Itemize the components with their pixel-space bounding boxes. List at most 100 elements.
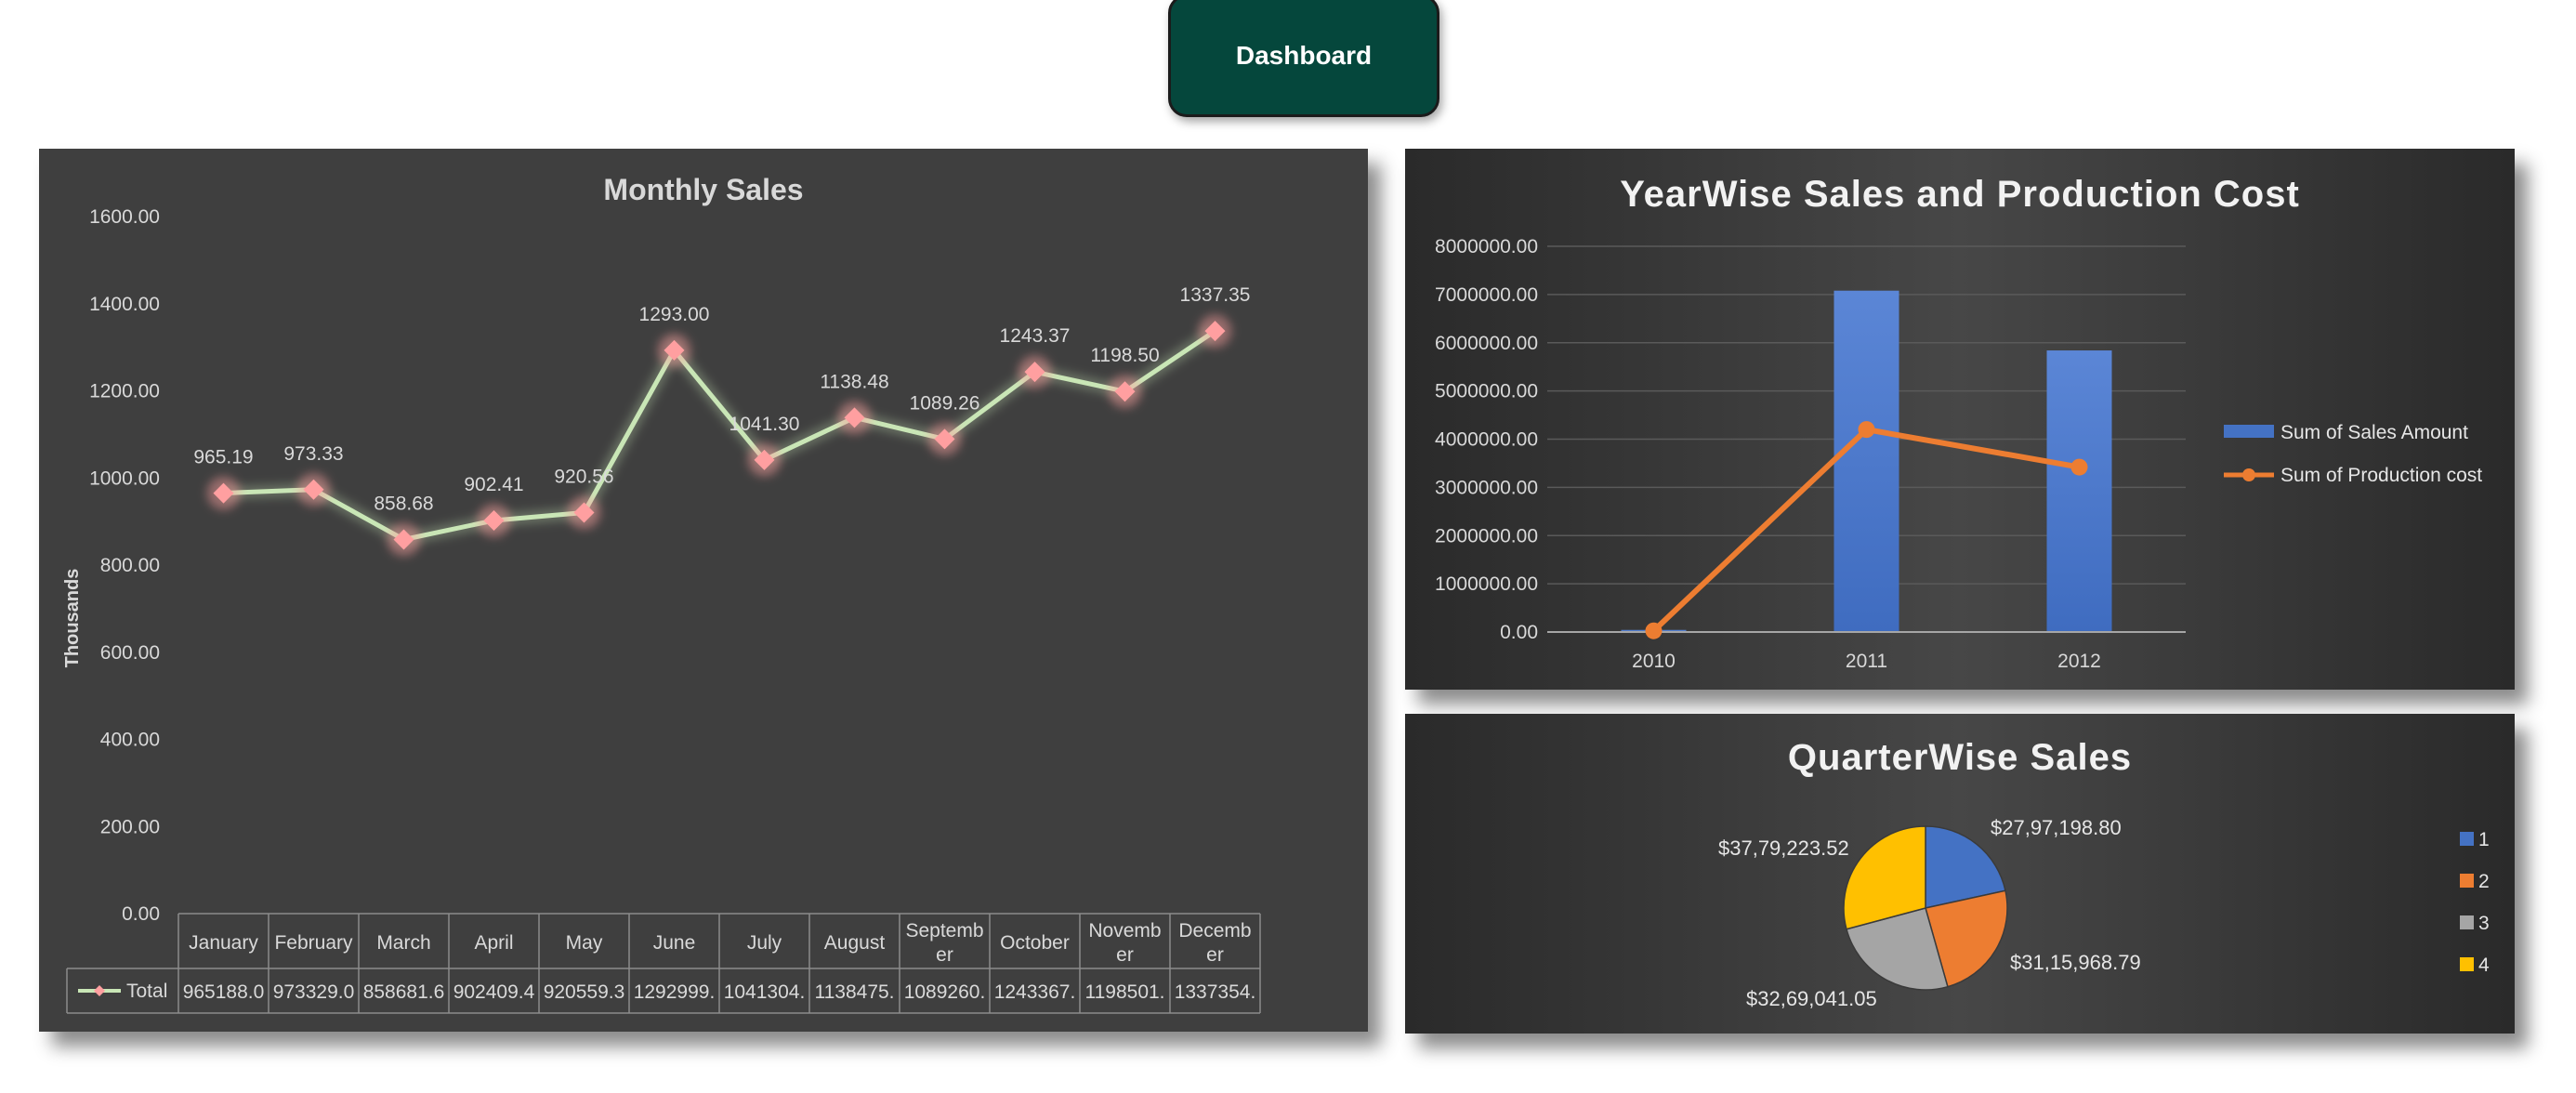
y-tick-label: 1000000.00 <box>1435 573 1538 595</box>
table-value: 973329.0 <box>273 981 355 1003</box>
data-label: 1041.30 <box>729 414 800 435</box>
x-category-label: January <box>189 932 258 954</box>
x-category-label: October <box>1000 932 1070 954</box>
data-point <box>934 428 955 450</box>
chart-title: YearWise Sales and Production Cost <box>1620 174 2300 215</box>
data-point <box>1204 321 1226 342</box>
pie-data-label: $37,79,223.52 <box>1718 836 1849 860</box>
y-tick-label: 1000.00 <box>89 467 160 489</box>
y-tick-label: 1400.00 <box>89 294 160 315</box>
pie-slice <box>1925 889 2008 988</box>
y-tick-label: 5000000.00 <box>1435 381 1538 402</box>
x-tick-label: 2011 <box>1846 651 1887 672</box>
legend-key <box>2460 915 2474 929</box>
series-line-glow <box>223 325 1219 546</box>
data-point <box>1114 381 1136 402</box>
x-category-label: March <box>376 932 430 954</box>
x-category-label: Decemb er <box>1178 920 1251 966</box>
data-label: 920.56 <box>554 466 613 487</box>
yearwise-chart: YearWise Sales and Production Cost 0.00 10… <box>1405 149 2515 690</box>
table-value: 1089260. <box>904 981 986 1003</box>
x-category-label: May <box>566 932 603 954</box>
data-point <box>213 482 234 504</box>
x-category-label: Septemb er <box>905 920 983 966</box>
x-category-label-line: er <box>1116 944 1134 966</box>
pie-data-label: $27,97,198.80 <box>1991 816 2122 839</box>
data-point <box>844 407 865 428</box>
x-category-label: Novemb er <box>1088 920 1161 966</box>
data-point <box>1024 362 1045 383</box>
x-category-label-line: Septemb <box>905 920 983 942</box>
legend-label: 4 <box>2478 955 2490 976</box>
y-tick-label: 1600.00 <box>89 206 160 228</box>
chart-title: QuarterWise Sales <box>1788 737 2132 778</box>
x-category-label: August <box>824 932 886 954</box>
y-tick-label: 0.00 <box>1500 622 1538 643</box>
x-category-label-line: er <box>1206 944 1224 966</box>
legend-key-sales <box>2224 425 2274 438</box>
y-tick-label: 600.00 <box>100 642 160 664</box>
y-tick-label: 0.00 <box>122 903 160 925</box>
table-value: 902409.4 <box>453 981 535 1003</box>
y-tick-label: 8000000.00 <box>1435 236 1538 257</box>
bar-sales-amount <box>1833 290 1899 632</box>
x-category-label-line: Novemb <box>1088 920 1161 942</box>
x-tick-label: 2010 <box>1632 651 1676 672</box>
data-label: 1243.37 <box>1000 325 1071 347</box>
x-category-label: July <box>747 932 782 954</box>
x-category-label-line: er <box>936 944 953 966</box>
data-point <box>1645 622 1663 639</box>
legend-key <box>2460 832 2474 846</box>
pie-data-label: $32,69,041.05 <box>1746 987 1877 1010</box>
table-value: 1198501. <box>1084 981 1164 1003</box>
data-label: 965.19 <box>193 447 253 468</box>
table-legend-marker <box>94 985 105 996</box>
table-value: 858681.6 <box>363 981 445 1003</box>
table-value: 1292999. <box>634 981 716 1003</box>
data-label: 1138.48 <box>820 371 888 392</box>
x-category-label: April <box>474 932 513 954</box>
x-category-label: June <box>653 932 696 954</box>
pie-slice <box>1843 825 1926 930</box>
y-tick-label: 1200.00 <box>89 381 160 402</box>
y-tick-label: 400.00 <box>100 730 160 751</box>
table-value: 1041304. <box>724 981 806 1003</box>
table-row-label: Total <box>126 981 167 1002</box>
dashboard-button[interactable]: Dashboard <box>1168 0 1439 117</box>
y-tick-label: 2000000.00 <box>1435 525 1538 546</box>
data-point <box>483 509 505 531</box>
data-point <box>2070 458 2088 476</box>
pie-slice <box>1925 825 2006 909</box>
y-axis-title: Thousands <box>62 569 83 668</box>
legend-label: 2 <box>2478 871 2490 892</box>
pie-slice <box>1846 907 1949 991</box>
data-point <box>664 339 685 361</box>
table-value: 1138475. <box>814 981 894 1003</box>
series-line-total <box>223 329 1216 542</box>
pie-data-label: $31,15,968.79 <box>2010 951 2141 974</box>
data-point <box>1858 421 1875 439</box>
data-label: 1198.50 <box>1090 345 1159 366</box>
y-tick-label: 800.00 <box>100 555 160 576</box>
x-category-label-line: Decemb <box>1178 920 1251 942</box>
data-label: 1089.26 <box>910 392 980 414</box>
data-point <box>393 529 414 550</box>
y-tick-label: 7000000.00 <box>1435 284 1538 306</box>
legend-label: 1 <box>2478 829 2490 850</box>
data-label: 1337.35 <box>1180 284 1251 306</box>
legend-key <box>2460 874 2474 888</box>
quarterwise-svg: QuarterWise Sales $27,97,198.80 $31,15,968… <box>1718 737 2490 1010</box>
data-label: 902.41 <box>464 474 523 495</box>
chart-title: Monthly Sales <box>603 173 803 206</box>
data-point <box>303 479 324 500</box>
x-category-label: February <box>274 932 353 954</box>
data-label: 1293.00 <box>639 304 710 325</box>
yearwise-svg: YearWise Sales and Production Cost 0.00 10… <box>1435 174 2482 672</box>
legend-key-cost-marker <box>2242 468 2255 481</box>
table-value: 1243367. <box>994 981 1076 1003</box>
data-point <box>573 502 595 523</box>
table-value: 920559.3 <box>544 981 625 1003</box>
x-tick-label: 2012 <box>2057 651 2101 672</box>
y-tick-label: 3000000.00 <box>1435 477 1538 498</box>
quarterwise-chart: QuarterWise Sales $27,97,198.80 $31,15,968… <box>1405 714 2515 1034</box>
